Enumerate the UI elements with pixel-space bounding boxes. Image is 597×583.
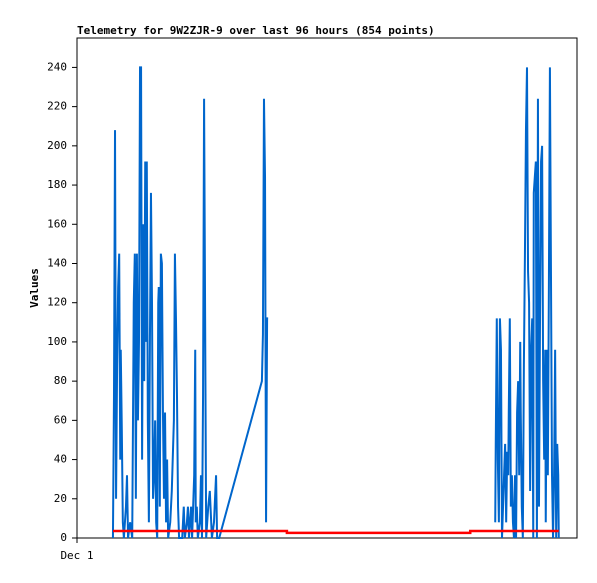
- y-tick-label: 80: [54, 374, 67, 387]
- plot-frame: [76, 37, 578, 539]
- y-tick-label: 160: [47, 217, 67, 230]
- y-tick-label: 100: [47, 335, 67, 348]
- series-line: [112, 529, 559, 535]
- y-tick-label: 0: [60, 531, 67, 544]
- y-tick-label: 140: [47, 256, 67, 269]
- y-tick-label: 120: [47, 296, 67, 309]
- y-tick-label: 180: [47, 178, 67, 191]
- y-tick-label: 60: [54, 413, 67, 426]
- series-line: [111, 66, 560, 539]
- y-tick-label: 200: [47, 139, 67, 152]
- y-tick-label: 240: [47, 60, 67, 73]
- chart-title: Telemetry for 9W2ZJR-9 over last 96 hour…: [77, 24, 435, 37]
- y-tick-label: 220: [47, 100, 67, 113]
- y-tick-label: 40: [54, 453, 67, 466]
- y-axis-label: Values: [28, 268, 41, 308]
- y-tick-label: 20: [54, 492, 67, 505]
- x-tick-label: Dec 1: [60, 549, 93, 562]
